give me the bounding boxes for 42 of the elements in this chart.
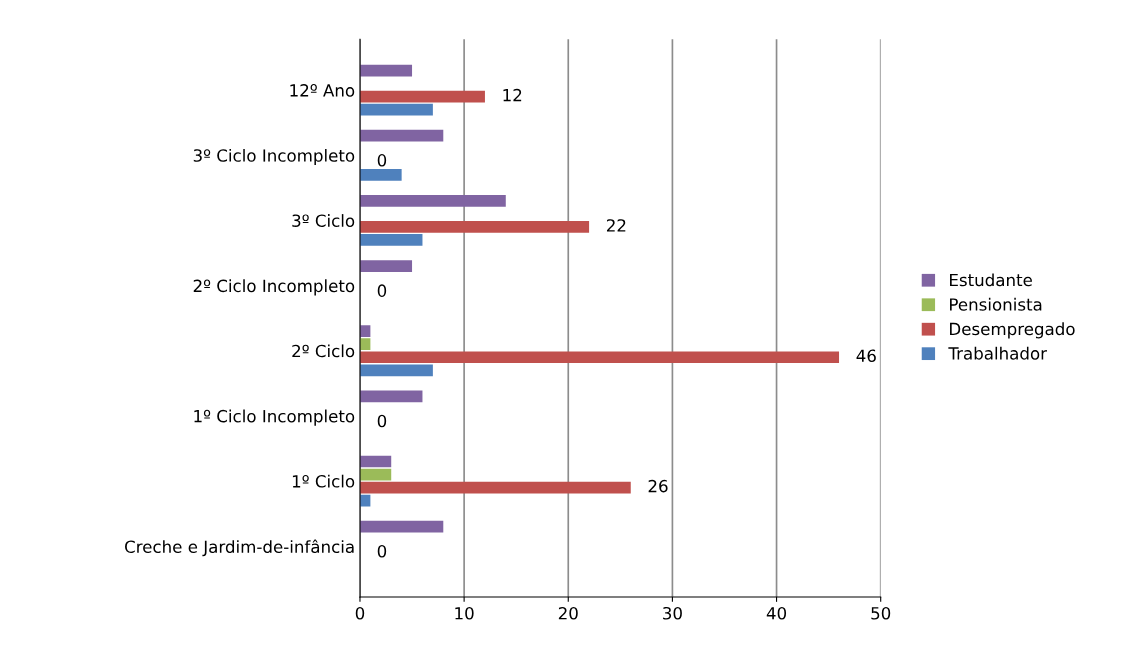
x-tick-label: 30 [663, 606, 682, 620]
bar [359, 103, 433, 116]
bar [359, 468, 392, 481]
bar [359, 364, 433, 377]
legend-label: Estudante [950, 273, 1032, 287]
bar [359, 455, 392, 468]
bar [359, 195, 506, 207]
y-tick-label: 2º Ciclo Incompleto [193, 279, 355, 296]
y-tick-label: 1º Ciclo [292, 474, 355, 488]
legend-label: Pensionista [950, 297, 1042, 311]
legend-label: Desempregado [950, 322, 1075, 339]
bar [359, 168, 402, 181]
bar [359, 221, 590, 233]
x-tick-label: 50 [871, 606, 891, 620]
bar [359, 64, 413, 77]
bar [359, 520, 444, 533]
bar [359, 351, 840, 364]
bar [359, 260, 413, 272]
data-label: 46 [856, 349, 876, 363]
x-tick-label: 20 [558, 606, 578, 620]
data-label: 26 [648, 479, 668, 493]
bar [359, 390, 423, 403]
legend-label: Trabalhador [948, 346, 1048, 360]
y-tick-label: Creche e Jardim-de-infância [125, 539, 354, 557]
x-tick-label: 40 [766, 606, 787, 620]
bar [359, 481, 631, 494]
data-label: 0 [377, 154, 387, 167]
bar [359, 234, 423, 246]
x-tick-label: 10 [455, 606, 474, 620]
y-tick-label: 2º Ciclo [292, 344, 355, 358]
y-tick-label: 12º Ano [290, 84, 355, 97]
y-tick-label: 3º Ciclo [292, 214, 355, 227]
data-label: 22 [606, 219, 626, 232]
data-label: 0 [377, 544, 387, 558]
y-tick-label: 1º Ciclo Incompleto [194, 409, 355, 426]
bar [359, 129, 444, 142]
y-tick-label: 3º Ciclo Incompleto [193, 148, 355, 166]
data-label: 0 [377, 414, 387, 428]
x-tick-label: 0 [355, 606, 365, 620]
data-label: 0 [377, 284, 387, 297]
data-label: 12 [503, 88, 522, 102]
bar [359, 90, 485, 103]
